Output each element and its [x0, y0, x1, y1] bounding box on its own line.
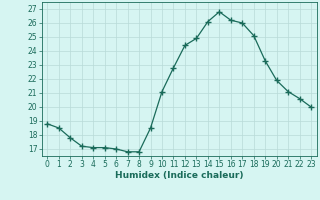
X-axis label: Humidex (Indice chaleur): Humidex (Indice chaleur): [115, 171, 244, 180]
